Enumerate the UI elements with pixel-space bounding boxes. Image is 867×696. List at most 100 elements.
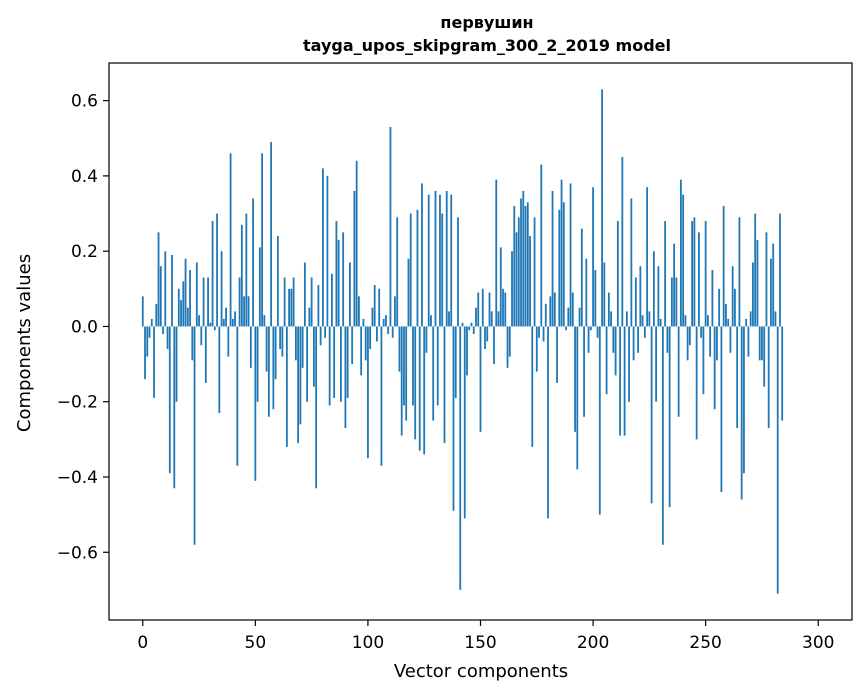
bar-218: [632, 326, 635, 361]
bar-191: [571, 292, 574, 327]
bar-277: [765, 232, 768, 327]
chart-subtitle: tayga_upos_skipgram_300_2_2019 model: [303, 36, 671, 55]
bar-151: [481, 288, 484, 327]
bar-198: [587, 326, 590, 353]
bar-148: [475, 307, 477, 327]
bar-265: [738, 217, 741, 327]
x-tick-label: 100: [352, 633, 384, 653]
bar-155: [490, 311, 493, 327]
bar-124: [421, 183, 423, 327]
bar-176: [538, 326, 540, 338]
bar-220: [637, 326, 640, 353]
bar-25: [198, 315, 200, 327]
bar-121: [414, 326, 417, 440]
y-tick-label: −0.4: [57, 468, 98, 488]
bar-259: [725, 303, 727, 327]
bar-41: [234, 311, 236, 327]
bar-140: [457, 217, 459, 327]
bar-282: [776, 326, 779, 594]
bar-169: [522, 190, 525, 327]
bar-46: [245, 213, 248, 327]
bar-128: [430, 315, 432, 327]
bar-14: [173, 326, 176, 489]
bar-9: [162, 326, 164, 334]
bar-15: [175, 326, 178, 402]
bar-96: [358, 296, 360, 327]
bar-241: [684, 315, 687, 327]
bar-267: [743, 326, 745, 474]
bar-178: [542, 326, 545, 342]
bar-100: [367, 326, 369, 459]
bar-251: [707, 315, 709, 327]
y-tick-label: 0.4: [71, 167, 98, 187]
bar-166: [515, 232, 518, 327]
bar-245: [693, 217, 696, 327]
bar-55: [265, 326, 268, 372]
bar-101: [369, 326, 372, 350]
x-axis-label: Vector components: [394, 661, 568, 682]
bar-112: [394, 296, 396, 327]
bar-80: [321, 168, 324, 327]
bar-108: [385, 315, 387, 327]
bar-10: [164, 251, 167, 327]
bar-6: [155, 303, 158, 327]
bar-74: [308, 307, 311, 327]
bar-200: [592, 187, 594, 327]
bar-81: [324, 326, 327, 338]
bar-123: [418, 326, 421, 451]
bar-3: [148, 326, 151, 338]
bar-276: [763, 326, 766, 387]
bar-23: [193, 326, 196, 545]
x-tick-label: 0: [137, 633, 148, 653]
bar-60: [276, 236, 279, 327]
bar-254: [713, 326, 716, 410]
x-tick-label: 250: [689, 633, 721, 653]
bar-255: [716, 326, 718, 361]
bar-48: [249, 326, 252, 368]
bar-1: [144, 326, 146, 380]
bar-190: [569, 183, 572, 327]
bar-64: [285, 326, 288, 447]
bar-91: [346, 326, 349, 398]
bar-87: [337, 239, 340, 327]
bar-149: [477, 292, 480, 327]
bar-71: [301, 326, 304, 368]
bar-32: [213, 326, 216, 331]
bar-47: [247, 296, 250, 327]
bar-201: [594, 269, 597, 327]
bar-280: [772, 243, 775, 327]
bar-240: [682, 194, 685, 327]
x-tick-label: 50: [245, 633, 267, 653]
bar-279: [770, 258, 772, 327]
bar-42: [236, 326, 239, 466]
bar-173: [531, 326, 534, 447]
bar-75: [310, 277, 313, 327]
bar-275: [761, 326, 763, 361]
bar-27: [202, 277, 205, 327]
bar-92: [349, 262, 351, 327]
bar-227: [652, 251, 655, 327]
bar-12: [168, 326, 171, 474]
bar-174: [533, 217, 536, 327]
bar-83: [328, 326, 331, 406]
bar-98: [362, 318, 365, 327]
bar-145: [468, 326, 471, 331]
bar-193: [576, 326, 579, 470]
bar-246: [695, 326, 698, 440]
bar-78: [317, 285, 320, 327]
bar-196: [583, 326, 585, 417]
bar-72: [303, 262, 306, 327]
bar-252: [709, 326, 712, 357]
x-tick-label: 150: [464, 633, 496, 653]
bar-189: [567, 307, 570, 327]
bar-28: [204, 326, 207, 383]
bar-206: [605, 326, 608, 395]
bar-30: [209, 322, 212, 327]
bar-161: [504, 292, 507, 327]
bar-271: [752, 262, 754, 327]
bar-229: [657, 266, 660, 327]
bar-197: [585, 258, 588, 327]
bar-256: [718, 288, 721, 327]
bar-273: [756, 239, 759, 327]
bar-223: [643, 326, 646, 338]
